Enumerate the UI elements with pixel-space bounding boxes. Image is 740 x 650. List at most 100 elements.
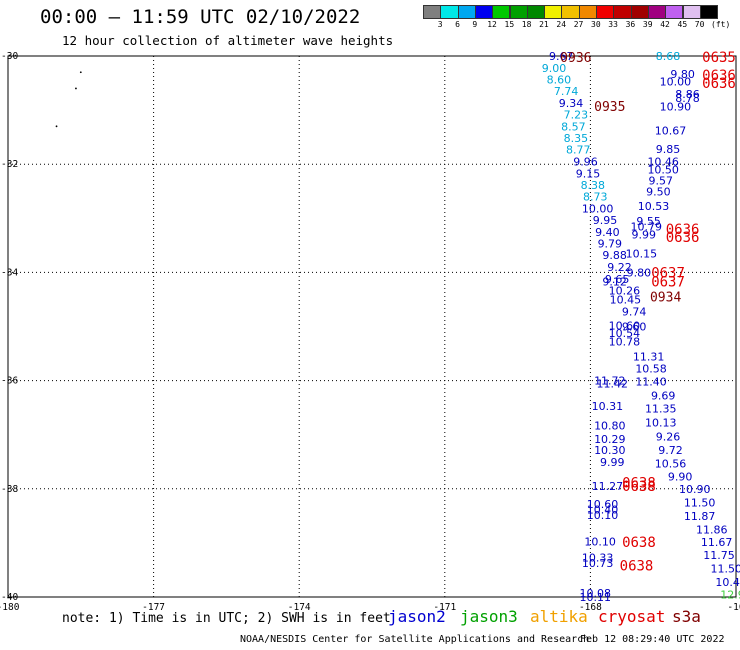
wave-height-label: 10.08 [580, 587, 612, 600]
colorbar-tick-label: 6 [455, 20, 460, 29]
wave-height-label: 9.65 [605, 273, 630, 286]
lon-tick-label: -16 [727, 602, 740, 613]
generated-timestamp: Feb 12 08:29:40 UTC 2022 [580, 634, 725, 645]
map-title: 00:00 – 11:59 UTC 02/10/2022 [40, 6, 361, 28]
colorbar-tick-label: 45 [677, 20, 688, 29]
colorbar-tick-label: 12 [487, 20, 497, 29]
colorbar-unit: (ft) [711, 20, 731, 29]
colorbar-swatch [699, 5, 719, 19]
wave-height-label: 9.99 [600, 456, 625, 469]
pass-time-label: 0638 [622, 475, 656, 491]
lon-tick-label: -174 [288, 602, 311, 613]
wave-height-label: 10.33 [582, 552, 614, 565]
wave-height-label: 9.85 [656, 143, 681, 156]
wave-height-label: 7.74 [554, 85, 579, 98]
wave-height-label: 10.50 [647, 164, 679, 177]
satellite-name-s3a: s3a [672, 607, 701, 626]
wave-height-label: 9.22 [607, 261, 632, 274]
wave-height-label: 11.27 [592, 480, 624, 493]
wave-height-label: 8.60 [547, 73, 572, 86]
wave-height-label: 9.72 [658, 444, 683, 457]
map-frame [7, 55, 737, 598]
wave-height-label: 8.77 [566, 144, 591, 157]
wave-height-label: 9.26 [656, 430, 681, 443]
colorbar-tick-label: 30 [591, 20, 601, 29]
wave-height-label: 11.40 [635, 376, 667, 389]
wave-height-label: 12.97 [720, 588, 740, 601]
wave-height-label: 9.69 [651, 390, 676, 403]
lon-tick-label: -171 [433, 602, 456, 613]
wave-height-label: 9.12 [602, 276, 627, 289]
wave-height-label: 9.88 [602, 249, 627, 262]
pass-time-label: 0637 [651, 265, 685, 281]
pass-time-label: 0935 [594, 100, 625, 115]
wave-height-label: 10.58 [635, 363, 667, 376]
wave-height-label: 8.57 [561, 120, 586, 133]
satellite-name-cryosat: cryosat [598, 607, 666, 626]
island-speck [55, 125, 58, 128]
pass-time-label: 0636 [666, 222, 700, 238]
wave-height-label: 10.40 [715, 576, 740, 589]
pass-time-label: 0635 [702, 50, 736, 66]
wave-height-label: 10.78 [609, 336, 641, 349]
wave-height-label: 9.15 [576, 167, 601, 180]
pass-time-label: 0637 [651, 275, 685, 291]
wave-height-label: 8.73 [583, 191, 608, 204]
colorbar-tick-label: 33 [608, 20, 618, 29]
wave-height-label: 10.60 [587, 498, 619, 511]
wave-height-label: 10.29 [594, 433, 626, 446]
wave-height-label: 10.40 [587, 503, 619, 516]
wave-height-label: 10.90 [660, 100, 692, 113]
colorbar-tick-label: 24 [556, 20, 567, 29]
wave-height-label: 10.10 [587, 509, 619, 522]
wave-height-label: 9.99 [632, 229, 657, 242]
footer-note: note: 1) Time is in UTC; 2) SWH is in fe… [62, 611, 391, 626]
wave-height-label: 9.95 [593, 214, 618, 227]
wave-height-label: 10.10 [584, 535, 616, 548]
wave-height-label: 11.50 [684, 496, 716, 509]
wave-height-label: 9.74 [622, 305, 647, 318]
wave-height-label: 10.00 [660, 75, 692, 88]
wave-height-label: 9.80 [627, 266, 652, 279]
wave-height-label: 11.72 [594, 375, 626, 388]
wave-height-label: 9.40 [595, 226, 620, 239]
pass-time-label: 0636 [666, 230, 700, 246]
satellite-name-altika: altika [530, 607, 588, 626]
colorbar-tick-label: 9 [472, 20, 478, 29]
colorbar-tick-label: 36 [625, 20, 636, 29]
wave-height-label: 9.00 [542, 62, 567, 75]
lat-tick-label: -38 [1, 484, 18, 495]
wave-height-label: 8.78 [675, 92, 700, 105]
wave-height-label: 10.90 [679, 483, 711, 496]
colorbar-tick-label: 39 [642, 20, 653, 29]
lon-tick-label: -180 [0, 602, 20, 613]
wave-height-label: 10.31 [592, 400, 624, 413]
wave-height-label: 10.67 [655, 125, 687, 138]
wave-height-label: 9.50 [646, 185, 671, 198]
pass-time-label: 0934 [650, 291, 681, 306]
colorbar-tick-label: 21 [539, 20, 549, 29]
wave-height-label: 11.31 [633, 350, 665, 363]
wave-height-label: 8.86 [675, 88, 700, 101]
wave-height-label: 11.87 [684, 510, 716, 523]
pass-time-label: 0638 [620, 559, 654, 575]
wave-height-label: 11.42 [596, 377, 628, 390]
island-speck [75, 87, 77, 90]
island-speck [79, 71, 82, 74]
wave-height-label: 11.35 [645, 403, 677, 416]
wave-height-label: 10.46 [647, 155, 679, 168]
map-subtitle: 12 hour collection of altimeter wave hei… [62, 33, 394, 48]
wave-height-label: 9.57 [649, 174, 674, 187]
wave-height-label: 10.15 [626, 247, 658, 260]
wave-height-label: 10.30 [594, 444, 626, 457]
colorbar-tick-label: 3 [437, 20, 443, 29]
satellite-name-jason3: jason3 [460, 607, 518, 626]
lat-tick-label: -32 [1, 159, 18, 170]
credit-line: NOAA/NESDIS Center for Satellite Applica… [240, 634, 590, 645]
wave-height-label: 10.56 [655, 457, 687, 470]
lon-tick-label: -168 [579, 602, 602, 613]
lat-tick-label: -30 [1, 51, 18, 62]
wave-height-label: 11.67 [701, 536, 733, 549]
satellite-name-jason2: jason2 [388, 607, 446, 626]
